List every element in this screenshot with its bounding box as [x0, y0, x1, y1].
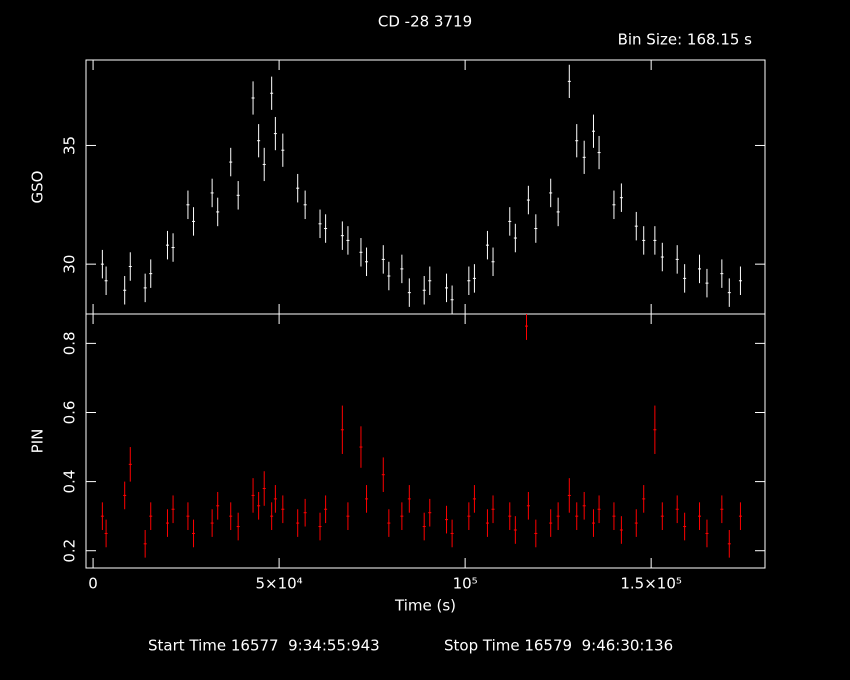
plot-frame — [85, 313, 766, 569]
y-axis-label: GSO — [29, 171, 47, 204]
y-tick-label: 30 — [61, 255, 79, 274]
x-axis-label: Time (s) — [394, 597, 456, 615]
stop-time: Stop Time 16579 9:46:30:136 — [444, 637, 673, 655]
series — [100, 314, 742, 558]
x-tick-label: 5×10⁴ — [255, 575, 302, 593]
y-tick-label: 35 — [61, 136, 79, 155]
x-tick-label: 1.5×10⁵ — [620, 575, 682, 593]
y-tick-label: 0.2 — [61, 539, 79, 563]
series — [100, 64, 742, 314]
chart-title: CD -28 3719 — [378, 13, 472, 31]
y-axis-label: PIN — [29, 429, 47, 454]
bin-size: Bin Size: 168.15 s — [618, 31, 753, 49]
y-tick-label: 0.6 — [61, 401, 79, 425]
x-tick-label: 10⁵ — [453, 575, 478, 593]
plot-frame — [85, 59, 766, 315]
y-tick-label: 0.4 — [61, 470, 79, 494]
x-tick-label: 0 — [88, 575, 98, 593]
start-time: Start Time 16577 9:34:55:943 — [148, 637, 380, 655]
y-tick-label: 0.8 — [61, 331, 79, 355]
